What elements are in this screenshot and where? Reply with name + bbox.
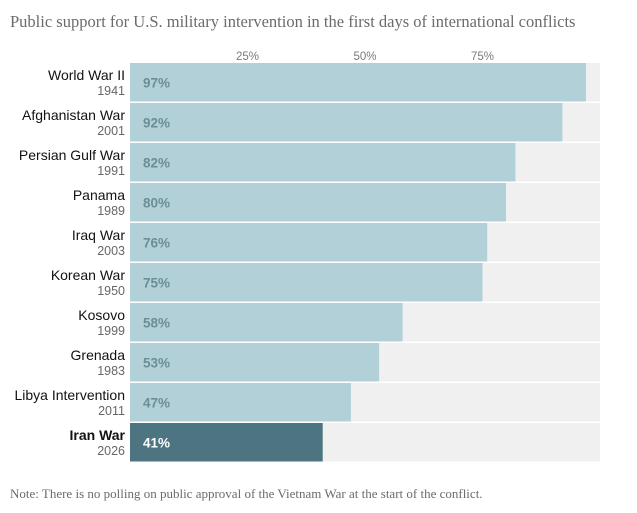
category-year: 1991 bbox=[97, 164, 125, 178]
category-year: 1999 bbox=[97, 324, 125, 338]
bar bbox=[130, 223, 488, 262]
bar-value-label: 75% bbox=[143, 275, 170, 290]
category-name: Kosovo bbox=[78, 307, 125, 323]
bar-value-label: 53% bbox=[143, 355, 170, 370]
bar-value-label: 41% bbox=[143, 435, 170, 450]
category-year: 2011 bbox=[98, 404, 125, 418]
category-name: Grenada bbox=[71, 347, 126, 363]
bar-value-label: 92% bbox=[143, 115, 170, 130]
bar bbox=[130, 263, 483, 302]
bar bbox=[130, 143, 516, 182]
category-year: 1950 bbox=[97, 284, 125, 298]
bar-value-label: 82% bbox=[143, 155, 170, 170]
bar bbox=[130, 103, 563, 142]
bar bbox=[130, 63, 586, 102]
bar-value-label: 58% bbox=[143, 315, 170, 330]
category-year: 1941 bbox=[97, 84, 125, 98]
category-year: 2001 bbox=[97, 124, 125, 138]
bar-value-label: 97% bbox=[143, 75, 170, 90]
category-name: Libya Intervention bbox=[14, 387, 125, 403]
category-year: 2026 bbox=[97, 444, 125, 458]
bar-value-label: 47% bbox=[143, 395, 170, 410]
category-name: Panama bbox=[73, 187, 125, 203]
category-name: Iraq War bbox=[72, 227, 125, 243]
category-name: Persian Gulf War bbox=[19, 147, 125, 163]
category-name: Korean War bbox=[51, 267, 126, 283]
bar-value-label: 80% bbox=[143, 195, 170, 210]
category-name: Afghanistan War bbox=[22, 107, 125, 123]
category-name: World War II bbox=[48, 67, 125, 83]
category-year: 2003 bbox=[97, 244, 125, 258]
bar bbox=[130, 303, 403, 342]
bar bbox=[130, 423, 323, 462]
category-year: 1983 bbox=[97, 364, 125, 378]
x-tick-label: 75% bbox=[471, 51, 494, 63]
bar bbox=[130, 183, 506, 222]
category-name: Iran War bbox=[70, 427, 126, 443]
x-tick-label: 50% bbox=[353, 51, 376, 63]
chart-note: Note: There is no polling on public appr… bbox=[10, 486, 483, 501]
category-year: 1989 bbox=[97, 204, 125, 218]
bar bbox=[130, 343, 380, 382]
x-tick-label: 25% bbox=[236, 51, 259, 63]
bar-value-label: 76% bbox=[143, 235, 170, 250]
bar bbox=[130, 383, 351, 422]
chart-title: Public support for U.S. military interve… bbox=[10, 12, 576, 31]
